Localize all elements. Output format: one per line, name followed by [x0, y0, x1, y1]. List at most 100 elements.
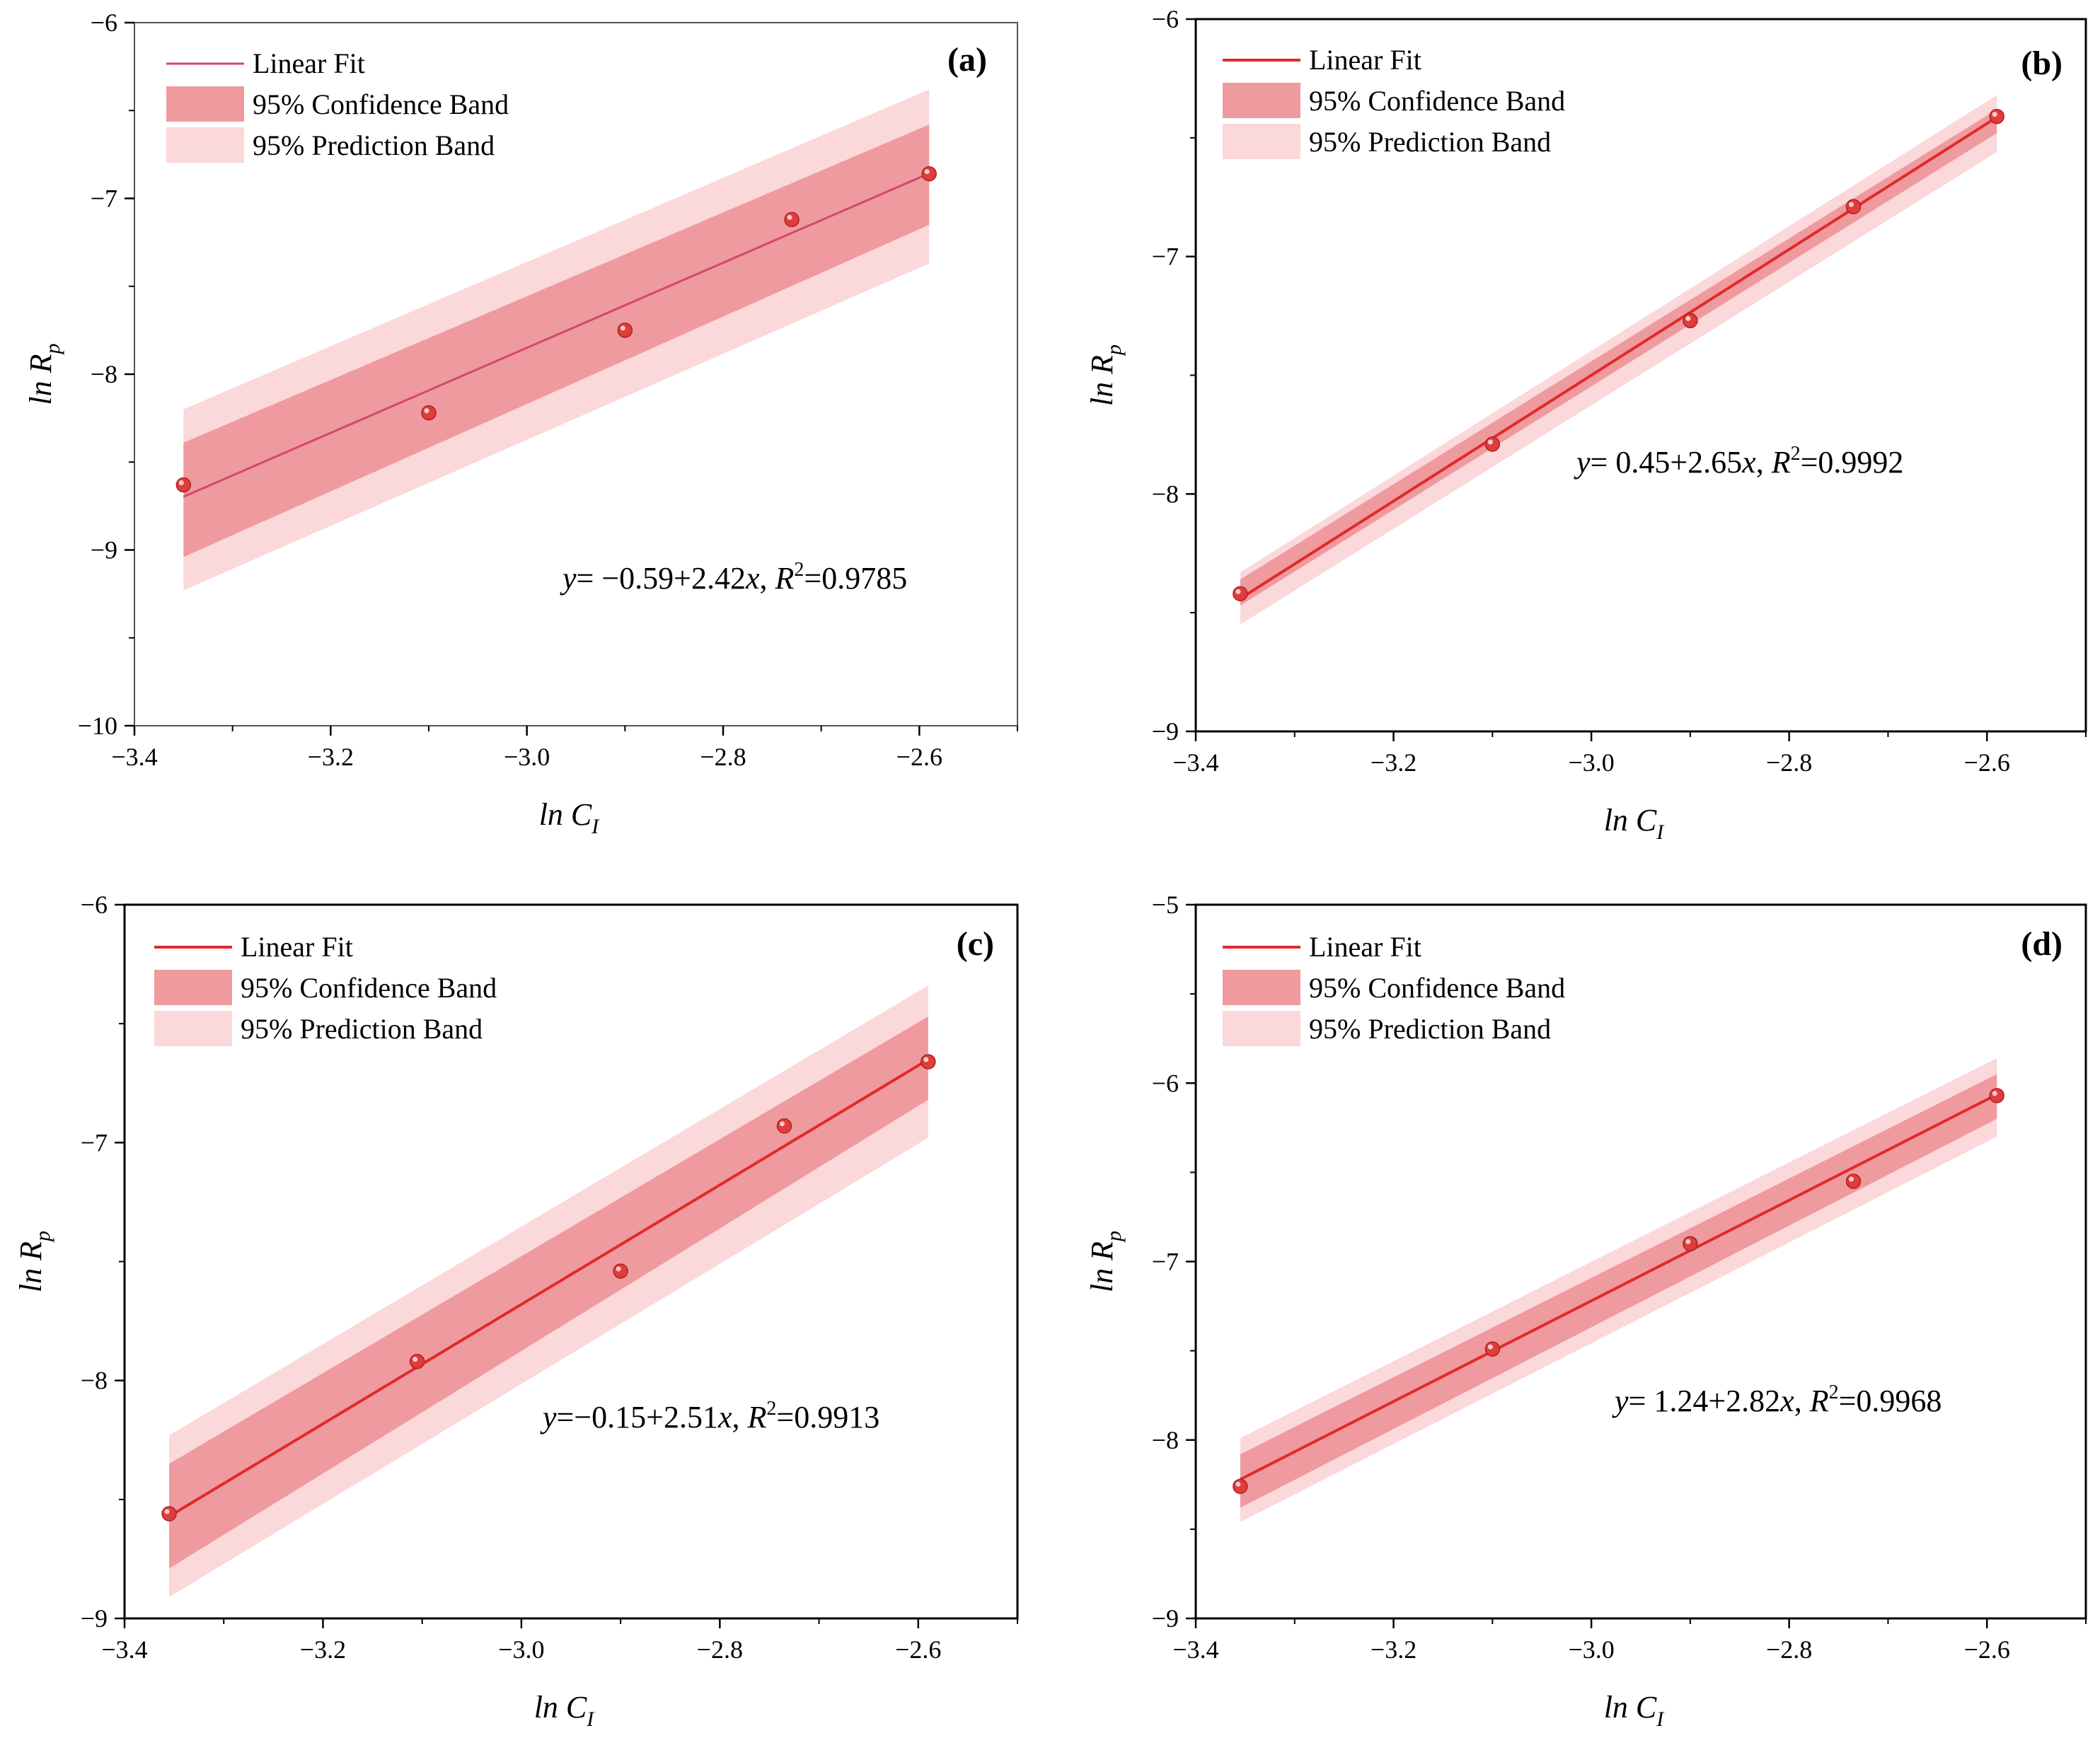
x-tick-label: −3.4	[1172, 748, 1218, 777]
legend-label-prediction: 95% Prediction Band	[253, 129, 495, 161]
x-tick-label: −2.6	[1964, 748, 2010, 777]
x-tick-label: −2.8	[1766, 1635, 1812, 1664]
confidence-band	[183, 124, 930, 557]
y-tick-label: −7	[1152, 1248, 1179, 1276]
x-tick-label: −3.4	[111, 743, 157, 771]
y-axis-title: ln Rp	[23, 343, 64, 405]
data-point-highlight	[1487, 1344, 1493, 1350]
data-point	[409, 1354, 425, 1369]
data-point-highlight	[924, 169, 930, 175]
x-axis-title: ln CI	[1604, 1690, 1666, 1731]
data-point	[1233, 586, 1248, 602]
panel-label: (b)	[2021, 45, 2062, 82]
legend-label-confidence: 95% Confidence Band	[1309, 972, 1565, 1004]
y-tick-label: −6	[91, 8, 117, 37]
y-tick-label: −7	[1152, 243, 1179, 271]
data-point-highlight	[923, 1057, 929, 1062]
y-tick-label: −10	[78, 712, 117, 740]
y-tick-label: −8	[1152, 1426, 1179, 1454]
x-tick-label: −3.2	[300, 1635, 346, 1664]
y-tick-label: −9	[91, 536, 117, 564]
x-axis-title: ln CI	[534, 1690, 596, 1731]
x-tick-label: −3.0	[504, 743, 550, 771]
legend-prediction-swatch	[1223, 1011, 1300, 1046]
y-tick-label: −6	[1152, 1069, 1179, 1097]
data-point	[1233, 1478, 1248, 1495]
x-tick-label: −3.0	[1568, 1635, 1614, 1664]
chart-panel-b: −3.4 −3.2 −3.0 −2.8 −2.6 −9 −8 −7 −6 ln CI ln Rp Li…	[1085, 5, 2087, 844]
confidence-band	[169, 1016, 928, 1569]
data-point	[1845, 199, 1862, 214]
data-point-highlight	[1487, 439, 1493, 445]
legend-prediction-swatch	[154, 1011, 232, 1046]
data-point	[921, 1054, 936, 1070]
x-axis-title: ln CI	[539, 797, 601, 838]
y-tick-label: −6	[81, 891, 108, 919]
y-axis-title: ln Rp	[1085, 1231, 1126, 1292]
legend-label-confidence: 95% Confidence Band	[1309, 85, 1565, 117]
chart-panel-d: −3.4 −3.2 −3.0 −2.8 −2.6 −9 −8 −7 −6 −5 ln CI ln Rp…	[1085, 891, 2087, 1731]
y-tick-label: −8	[81, 1367, 108, 1395]
legend-label-confidence: 95% Confidence Band	[241, 972, 497, 1004]
data-point-highlight	[424, 408, 429, 414]
legend-label-prediction: 95% Prediction Band	[1309, 126, 1551, 158]
data-point	[1683, 1236, 1698, 1252]
fit-equation: y= 0.45+2.65x, R2=0.9992	[1574, 443, 1903, 480]
legend: Linear Fit 95% Confidence Band 95% Predict…	[1223, 44, 1565, 159]
legend-prediction-swatch	[1223, 124, 1300, 159]
data-point-highlight	[1685, 1239, 1691, 1244]
fit-equation: y=−0.15+2.51x, R2=0.9913	[540, 1398, 879, 1434]
x-tick-label: −3.0	[1568, 748, 1614, 777]
legend-confidence-swatch	[154, 970, 232, 1005]
y-axis-title: ln Rp	[13, 1231, 54, 1292]
y-tick-label: −9	[81, 1604, 108, 1633]
data-point-highlight	[164, 1509, 170, 1514]
data-point-highlight	[1992, 1091, 1997, 1096]
y-tick-label: −7	[91, 185, 117, 213]
x-tick-label: −2.8	[700, 743, 746, 771]
x-axis-title: ln CI	[1604, 803, 1666, 844]
x-tick-label: −2.8	[1766, 748, 1812, 777]
confidence-band	[1240, 1074, 1997, 1508]
panel-label: (d)	[2021, 925, 2062, 963]
x-tick-label: −3.4	[101, 1635, 147, 1664]
y-axis-title: ln Rp	[1085, 344, 1126, 406]
legend-label-prediction: 95% Prediction Band	[1309, 1013, 1551, 1045]
legend: Linear Fit 95% Confidence Band 95% Predict…	[154, 931, 497, 1046]
legend-prediction-swatch	[166, 127, 244, 163]
fit-line	[183, 172, 930, 498]
data-point-highlight	[1849, 1176, 1854, 1182]
y-tick-label: −8	[1152, 480, 1179, 508]
data-point	[1989, 1088, 2004, 1103]
fit-line	[168, 1058, 929, 1518]
chart-panel-c: −3.4 −3.2 −3.0 −2.8 −2.6 −9 −8 −7 −6 ln CI ln Rp Li…	[13, 891, 1019, 1731]
x-tick-label: −2.6	[895, 1635, 941, 1664]
y-tick-label: −7	[81, 1128, 108, 1157]
fit-line	[1239, 1093, 1998, 1481]
fit-equation: y= 1.24+2.82x, R2=0.9968	[1612, 1381, 1942, 1418]
legend: Linear Fit 95% Confidence Band 95% Predict…	[1223, 931, 1565, 1046]
data-point-highlight	[616, 1266, 621, 1272]
chart-panel-a: −3.4 −3.2 −3.0 −2.8 −2.6 −10 −9 −8 −7 −6 ln CI ln R…	[23, 8, 1018, 838]
x-tick-label: −3.4	[1172, 1635, 1218, 1664]
data-point	[1683, 313, 1698, 329]
legend: Linear Fit 95% Confidence Band 95% Predict…	[166, 47, 509, 163]
data-point	[1989, 108, 2004, 124]
data-point	[175, 477, 192, 493]
x-tick-label: −3.2	[1371, 748, 1417, 777]
data-point	[784, 211, 800, 228]
y-tick-label: −9	[1152, 717, 1179, 746]
data-point-highlight	[1685, 315, 1691, 321]
data-point-highlight	[779, 1121, 785, 1127]
x-tick-label: −2.6	[896, 743, 942, 771]
y-tick-label: −8	[91, 360, 117, 388]
legend-confidence-swatch	[166, 86, 244, 122]
data-point	[613, 1263, 628, 1279]
x-tick-label: −3.0	[498, 1635, 544, 1664]
data-point-highlight	[178, 480, 184, 486]
legend-confidence-swatch	[1223, 970, 1300, 1005]
data-point-highlight	[1849, 202, 1854, 207]
data-point	[776, 1118, 792, 1134]
legend-label-fit: Linear Fit	[1309, 931, 1421, 963]
